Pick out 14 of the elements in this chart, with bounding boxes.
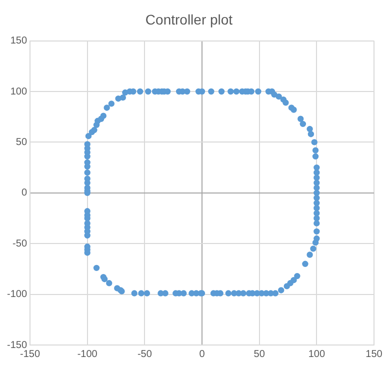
x-tick-label: 50 [254, 348, 266, 360]
y-tick-label: 50 [16, 136, 28, 148]
y-tick-label: -50 [12, 238, 28, 250]
x-tick-label: -50 [137, 348, 152, 360]
x-tick-label: 100 [308, 348, 326, 360]
y-tick-label: 0 [21, 188, 28, 199]
chart-title: Controller plot [145, 11, 233, 28]
y-tick-label: 150 [10, 36, 28, 47]
x-tick-label: -100 [77, 348, 98, 360]
y-tick-label: -150 [7, 340, 28, 351]
y-tick-label: -100 [7, 289, 28, 300]
x-tick-label: 150 [366, 348, 383, 360]
y-tick-label: 100 [10, 86, 28, 98]
x-tick-label: 0 [199, 348, 206, 360]
